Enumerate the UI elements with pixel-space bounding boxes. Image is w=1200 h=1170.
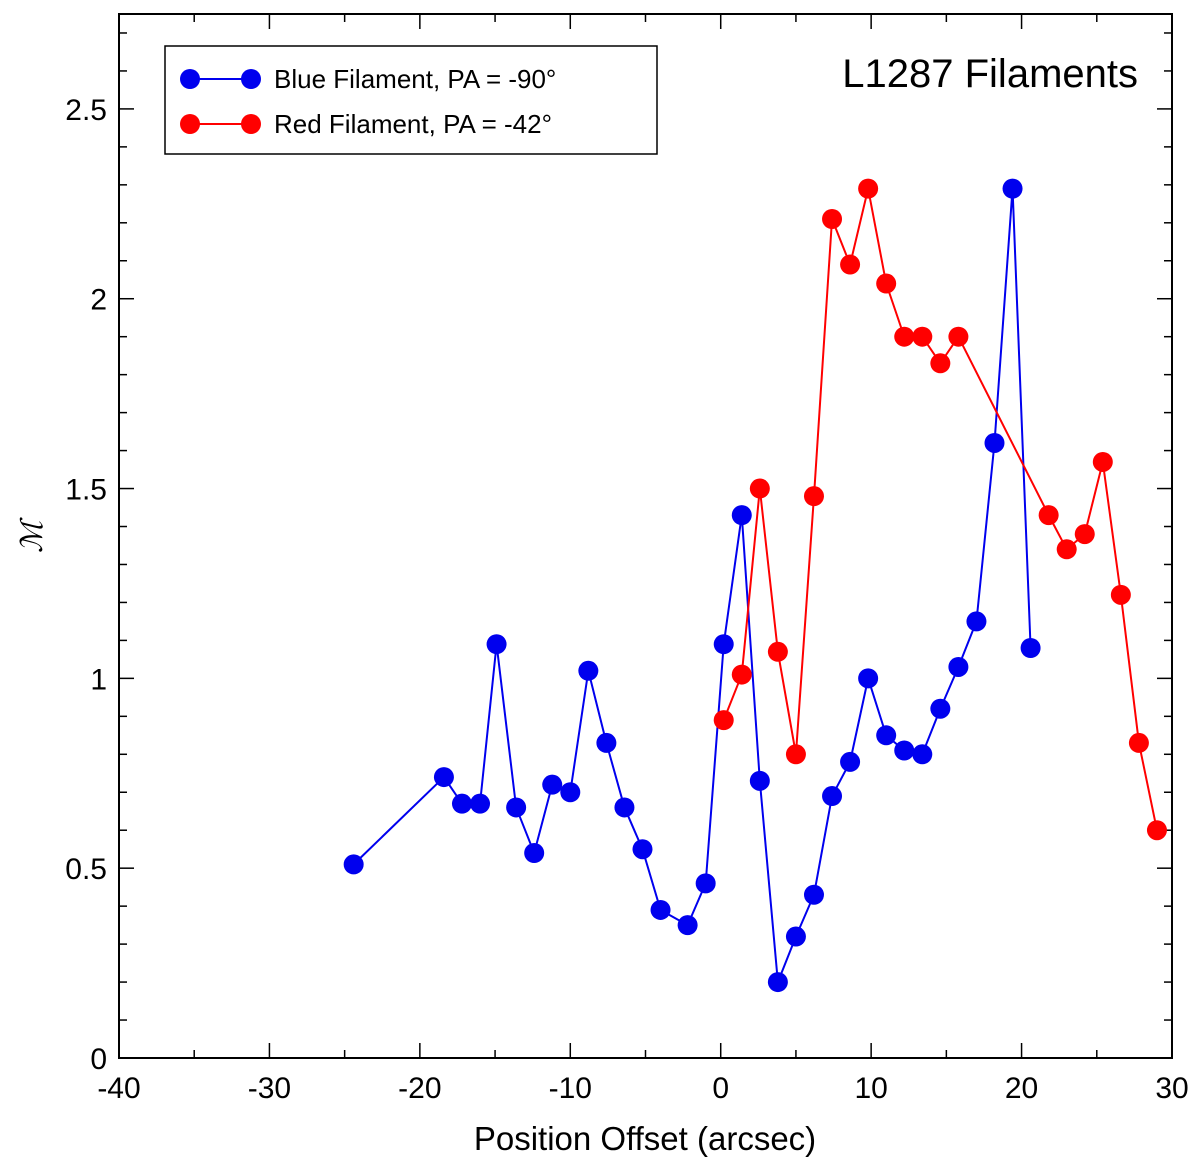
blue-data-point <box>840 751 861 772</box>
x-tick-label: -10 <box>549 1072 592 1105</box>
blue-data-point <box>1020 637 1041 658</box>
blue-data-point <box>542 774 563 795</box>
blue-data-point <box>912 744 933 765</box>
blue-data-point <box>470 793 491 814</box>
red-data-point <box>948 326 969 347</box>
blue-data-point <box>858 668 879 689</box>
blue-data-point <box>560 782 581 803</box>
blue-data-point <box>876 725 897 746</box>
x-tick-label: 20 <box>1005 1072 1038 1105</box>
red-data-point <box>858 178 879 199</box>
legend-blue-marker-left <box>180 69 200 89</box>
blue-data-point <box>731 505 752 526</box>
red-data-point <box>1092 451 1113 472</box>
legend-red-marker-right <box>241 114 261 134</box>
red-data-point <box>1110 584 1131 605</box>
legend-blue-label: Blue Filament, PA = -90° <box>274 64 556 94</box>
x-tick-label: 10 <box>854 1072 887 1105</box>
legend-red-label: Red Filament, PA = -42° <box>274 109 552 139</box>
blue-data-point <box>343 854 364 875</box>
blue-data-point <box>596 732 617 753</box>
red-data-point <box>840 254 861 275</box>
blue-data-point <box>822 786 843 807</box>
legend-red-marker-left <box>180 114 200 134</box>
series-points <box>343 178 1167 993</box>
red-data-point <box>912 326 933 347</box>
blue-data-point <box>486 634 507 655</box>
x-tick-label: -20 <box>398 1072 441 1105</box>
blue-data-point <box>930 698 951 719</box>
blue-data-point <box>1002 178 1023 199</box>
blue-data-point <box>632 839 653 860</box>
blue-data-point <box>803 884 824 905</box>
blue-data-point <box>614 797 635 818</box>
y-tick-label: 2.5 <box>65 94 107 127</box>
y-tick-label: 2 <box>90 284 107 317</box>
blue-series-line <box>352 187 1032 984</box>
blue-data-point <box>948 656 969 677</box>
blue-data-point <box>695 873 716 894</box>
red-data-point <box>894 326 915 347</box>
blue-data-point <box>713 634 734 655</box>
legend-blue-marker-right <box>241 69 261 89</box>
legend-box <box>164 45 658 155</box>
y-tick-label: 1 <box>90 663 107 696</box>
red-data-point <box>785 744 806 765</box>
blue-data-point <box>785 926 806 947</box>
x-tick-label: 0 <box>712 1072 729 1105</box>
red-data-point <box>1074 524 1095 545</box>
red-data-point <box>876 273 897 294</box>
blue-data-point <box>984 432 1005 453</box>
legend: Blue Filament, PA = -90° Red Filament, P… <box>164 45 658 155</box>
x-tick-labels: -40 -30 -20 -10 0 10 20 30 <box>97 1072 1188 1105</box>
y-tick-label: 1.5 <box>65 474 107 507</box>
red-data-point <box>731 664 752 685</box>
blue-data-point <box>506 797 527 818</box>
x-tick-label: -40 <box>97 1072 140 1105</box>
red-data-point <box>1128 732 1149 753</box>
y-axis-label: ℳ <box>15 517 50 553</box>
blue-data-point <box>650 899 671 920</box>
red-data-point <box>822 209 843 230</box>
axis-ticks <box>118 14 1173 1059</box>
blue-data-point <box>451 793 472 814</box>
blue-data-point <box>966 611 987 632</box>
blue-data-point <box>767 972 788 993</box>
blue-data-point <box>433 767 454 788</box>
blue-data-point <box>524 842 545 863</box>
blue-data-point <box>578 660 599 681</box>
y-tick-label: 0.5 <box>65 853 107 886</box>
red-data-point <box>1146 820 1167 841</box>
red-data-point <box>1056 539 1077 560</box>
red-data-point <box>767 641 788 662</box>
y-tick-labels: 0 0.5 1 1.5 2 2.5 <box>65 94 107 1076</box>
x-tick-label: -30 <box>248 1072 291 1105</box>
red-data-point <box>930 353 951 374</box>
blue-data-point <box>894 740 915 761</box>
red-data-point <box>803 486 824 507</box>
x-axis-label: Position Offset (arcsec) <box>474 1120 816 1157</box>
y-tick-label: 0 <box>90 1043 107 1076</box>
x-tick-label: 30 <box>1155 1072 1188 1105</box>
blue-data-point <box>677 915 698 936</box>
plot-frame <box>118 13 1173 1059</box>
red-data-point <box>713 710 734 731</box>
red-data-point <box>1038 505 1059 526</box>
blue-data-point <box>749 770 770 791</box>
chart-title: L1287 Filaments <box>842 52 1138 96</box>
red-data-point <box>749 478 770 499</box>
